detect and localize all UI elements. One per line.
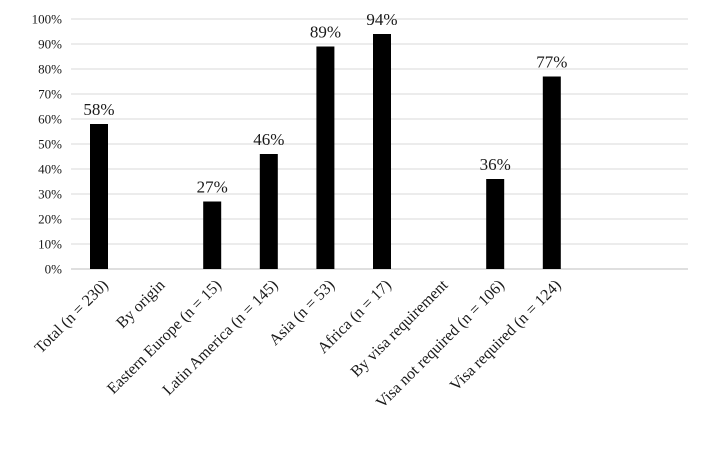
y-tick-label: 0%: [45, 262, 63, 277]
y-tick-label: 70%: [38, 87, 62, 102]
y-tick-label: 60%: [38, 112, 62, 127]
category-label: Latin America (n = 145): [160, 277, 282, 399]
y-tick-label: 50%: [38, 137, 62, 152]
bar: [90, 124, 108, 269]
data-labels: 58% 27% 46% 89% 94% 36% 77%: [83, 10, 567, 197]
bar: [259, 154, 278, 269]
bar: [542, 76, 561, 269]
data-label: 94%: [366, 10, 397, 29]
category-label: Total (n = 230): [32, 277, 112, 357]
bar: [486, 179, 505, 269]
y-tick-label: 30%: [38, 187, 62, 202]
category-label: By visa requirement: [348, 276, 452, 380]
data-label: 89%: [310, 23, 341, 42]
y-tick-label: 40%: [38, 162, 62, 177]
category-label: Visa required (n = 124): [447, 277, 565, 395]
bar: [373, 34, 391, 269]
data-label: 46%: [253, 130, 284, 149]
bar: [203, 201, 222, 269]
y-tick-label: 90%: [38, 37, 62, 52]
category-label: By origin: [113, 277, 168, 332]
y-tick-label: 20%: [38, 212, 62, 227]
data-label: 27%: [197, 178, 228, 197]
bar: [316, 46, 335, 269]
data-label: 77%: [536, 53, 567, 72]
y-tick-label: 10%: [38, 237, 62, 252]
bars: [90, 34, 561, 269]
data-label: 58%: [83, 100, 114, 119]
y-tick-label: 100%: [32, 12, 63, 27]
category-label: Eastern Europe (n = 15): [104, 277, 225, 398]
y-axis-tick-labels: 0% 10% 20% 30% 40% 50% 60% 70% 80% 90% 100%: [32, 12, 63, 277]
y-tick-label: 80%: [38, 62, 62, 77]
data-label: 36%: [480, 155, 511, 174]
